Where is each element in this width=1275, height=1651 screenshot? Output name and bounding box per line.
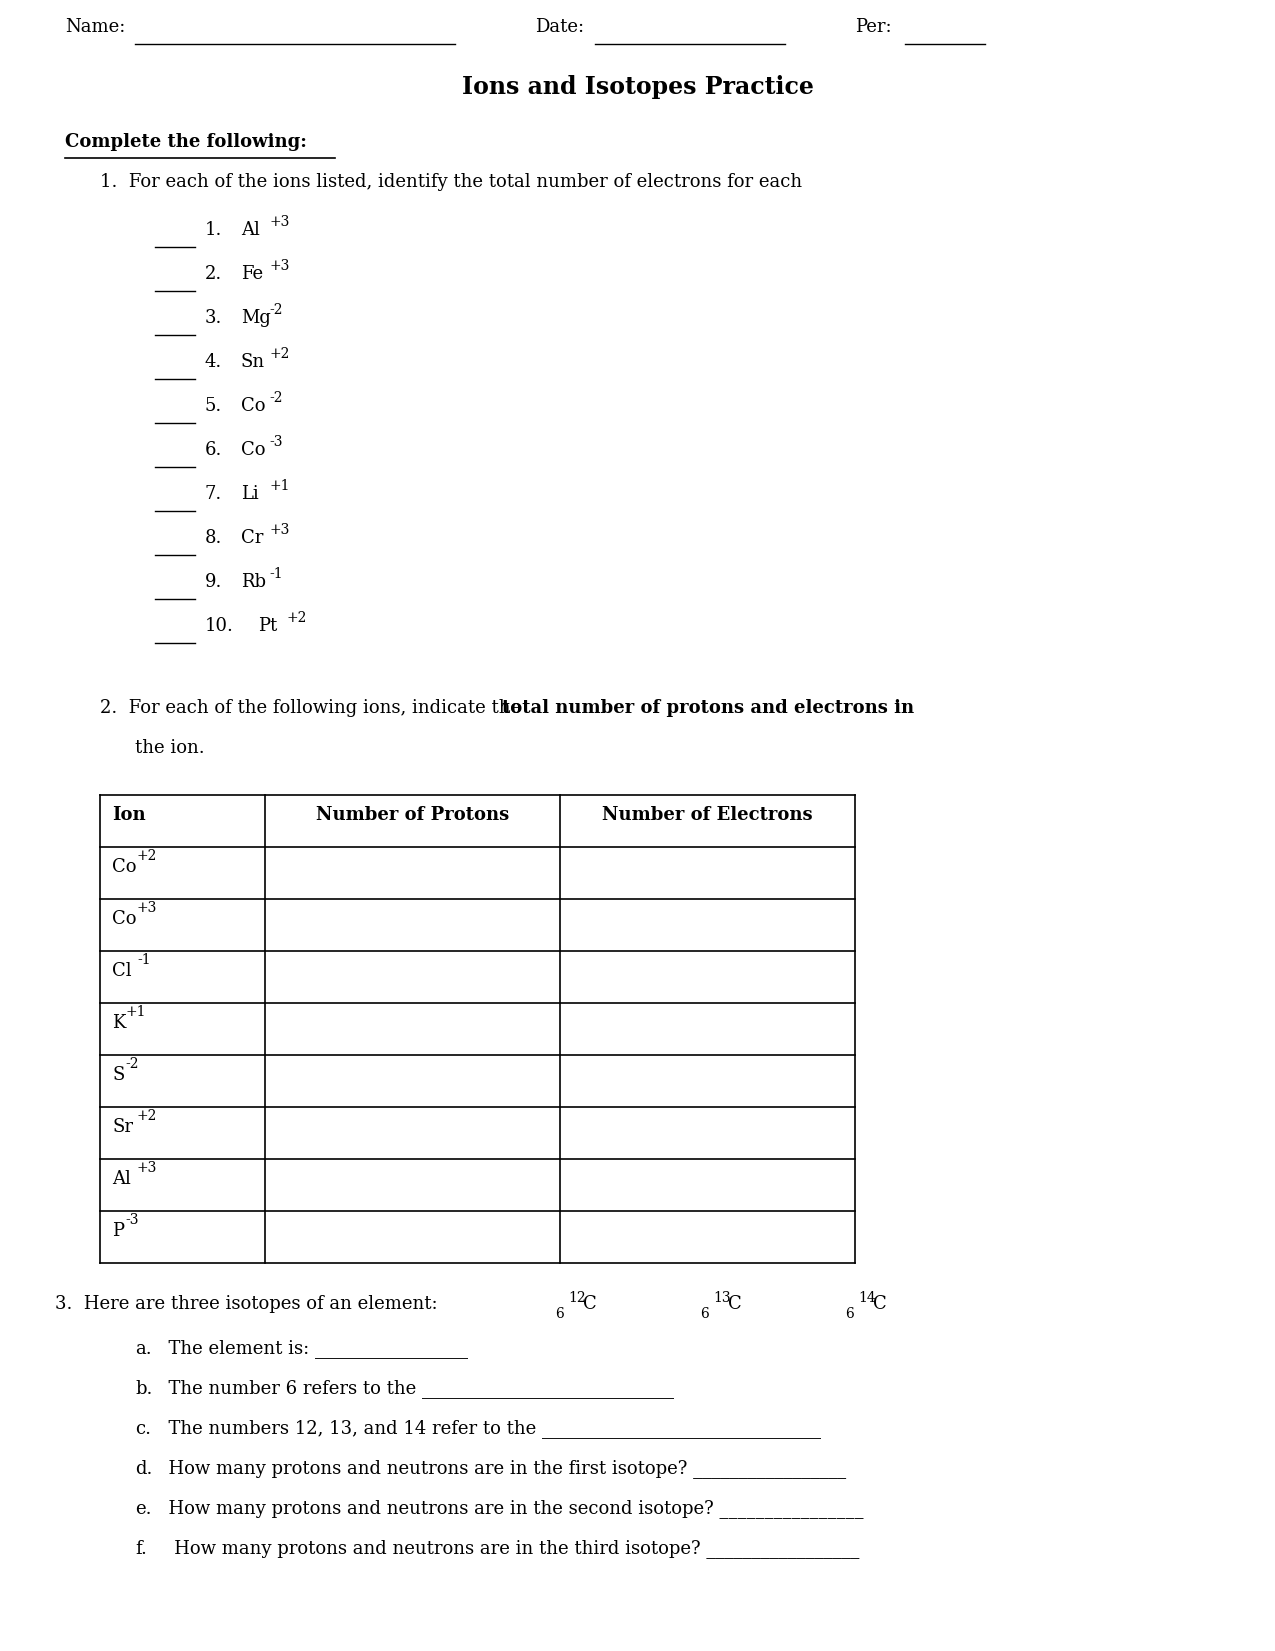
Text: +1: +1	[269, 479, 289, 494]
Text: Co: Co	[112, 859, 136, 877]
Text: Ion: Ion	[112, 806, 145, 824]
Text: the ion.: the ion.	[135, 740, 204, 758]
Text: How many protons and neutrons are in the third isotope? _________________: How many protons and neutrons are in the…	[157, 1539, 859, 1559]
Text: +3: +3	[269, 215, 289, 229]
Text: Rb: Rb	[241, 573, 266, 591]
Text: How many protons and neutrons are in the second isotope? ________________: How many protons and neutrons are in the…	[157, 1499, 863, 1517]
Text: +2: +2	[269, 347, 289, 362]
Text: Al: Al	[241, 221, 260, 239]
Text: -1: -1	[136, 953, 150, 967]
Text: 8.: 8.	[205, 528, 222, 546]
Text: C: C	[583, 1294, 597, 1313]
Text: Ions and Isotopes Practice: Ions and Isotopes Practice	[462, 74, 813, 99]
Text: b.: b.	[135, 1380, 153, 1398]
Text: 6: 6	[555, 1308, 564, 1321]
Text: Cr: Cr	[241, 528, 264, 546]
Text: +2: +2	[286, 611, 306, 626]
Text: K: K	[112, 1014, 125, 1032]
Text: Per:: Per:	[856, 18, 891, 36]
Text: Pt: Pt	[258, 617, 277, 636]
Text: -3: -3	[269, 434, 283, 449]
Text: -3: -3	[125, 1213, 139, 1227]
Text: 1.  For each of the ions listed, identify the total number of electrons for each: 1. For each of the ions listed, identify…	[99, 173, 802, 192]
Text: The numbers 12, 13, and 14 refer to the _______________________________: The numbers 12, 13, and 14 refer to the …	[157, 1420, 821, 1438]
Text: 6: 6	[700, 1308, 709, 1321]
Text: 5.: 5.	[205, 396, 222, 414]
Text: C: C	[873, 1294, 886, 1313]
Text: d.: d.	[135, 1459, 153, 1478]
Text: c.: c.	[135, 1420, 150, 1438]
Text: 7.: 7.	[205, 485, 222, 504]
Text: +3: +3	[136, 1161, 157, 1176]
Text: f.: f.	[135, 1540, 147, 1559]
Text: 12: 12	[567, 1291, 585, 1304]
Text: Number of Protons: Number of Protons	[316, 806, 509, 824]
Text: How many protons and neutrons are in the first isotope? _________________: How many protons and neutrons are in the…	[157, 1459, 847, 1478]
Text: -2: -2	[269, 391, 283, 404]
Text: The element is: _________________: The element is: _________________	[157, 1339, 474, 1359]
Text: 4.: 4.	[205, 353, 222, 371]
Text: +3: +3	[269, 523, 289, 537]
Text: 3.: 3.	[205, 309, 222, 327]
Text: Al: Al	[112, 1171, 131, 1189]
Text: 10.: 10.	[205, 617, 233, 636]
Text: C: C	[728, 1294, 742, 1313]
Text: total number of protons and electrons in: total number of protons and electrons in	[502, 698, 914, 717]
Text: The number 6 refers to the ____________________________: The number 6 refers to the _____________…	[157, 1379, 674, 1398]
Text: a.: a.	[135, 1341, 152, 1359]
Text: Name:: Name:	[65, 18, 125, 36]
Text: 3.  Here are three isotopes of an element:: 3. Here are three isotopes of an element…	[55, 1294, 437, 1313]
Text: 13: 13	[713, 1291, 731, 1304]
Text: Sr: Sr	[112, 1118, 133, 1136]
Text: +1: +1	[125, 1005, 147, 1019]
Text: Co: Co	[241, 396, 265, 414]
Text: 6: 6	[845, 1308, 854, 1321]
Text: -2: -2	[125, 1057, 139, 1071]
Text: +3: +3	[269, 259, 289, 272]
Text: Number of Electrons: Number of Electrons	[602, 806, 813, 824]
Text: Complete the following:: Complete the following:	[65, 134, 307, 150]
Text: Li: Li	[241, 485, 259, 504]
Text: P: P	[112, 1222, 124, 1240]
Text: 1.: 1.	[205, 221, 222, 239]
Text: -1: -1	[269, 566, 283, 581]
Text: +2: +2	[136, 1109, 157, 1123]
Text: -2: -2	[269, 304, 283, 317]
Text: S: S	[112, 1067, 125, 1085]
Text: Date:: Date:	[536, 18, 584, 36]
Text: +2: +2	[136, 849, 157, 863]
Text: +3: +3	[136, 901, 157, 915]
Text: 14: 14	[858, 1291, 876, 1304]
Text: Co: Co	[112, 910, 136, 928]
Text: 6.: 6.	[205, 441, 222, 459]
Text: Cl: Cl	[112, 963, 131, 981]
Text: Mg: Mg	[241, 309, 270, 327]
Text: 2.: 2.	[205, 266, 222, 282]
Text: Co: Co	[241, 441, 265, 459]
Text: Fe: Fe	[241, 266, 263, 282]
Text: 2.  For each of the following ions, indicate the: 2. For each of the following ions, indic…	[99, 698, 527, 717]
Text: Sn: Sn	[241, 353, 265, 371]
Text: 9.: 9.	[205, 573, 222, 591]
Text: e.: e.	[135, 1501, 152, 1517]
